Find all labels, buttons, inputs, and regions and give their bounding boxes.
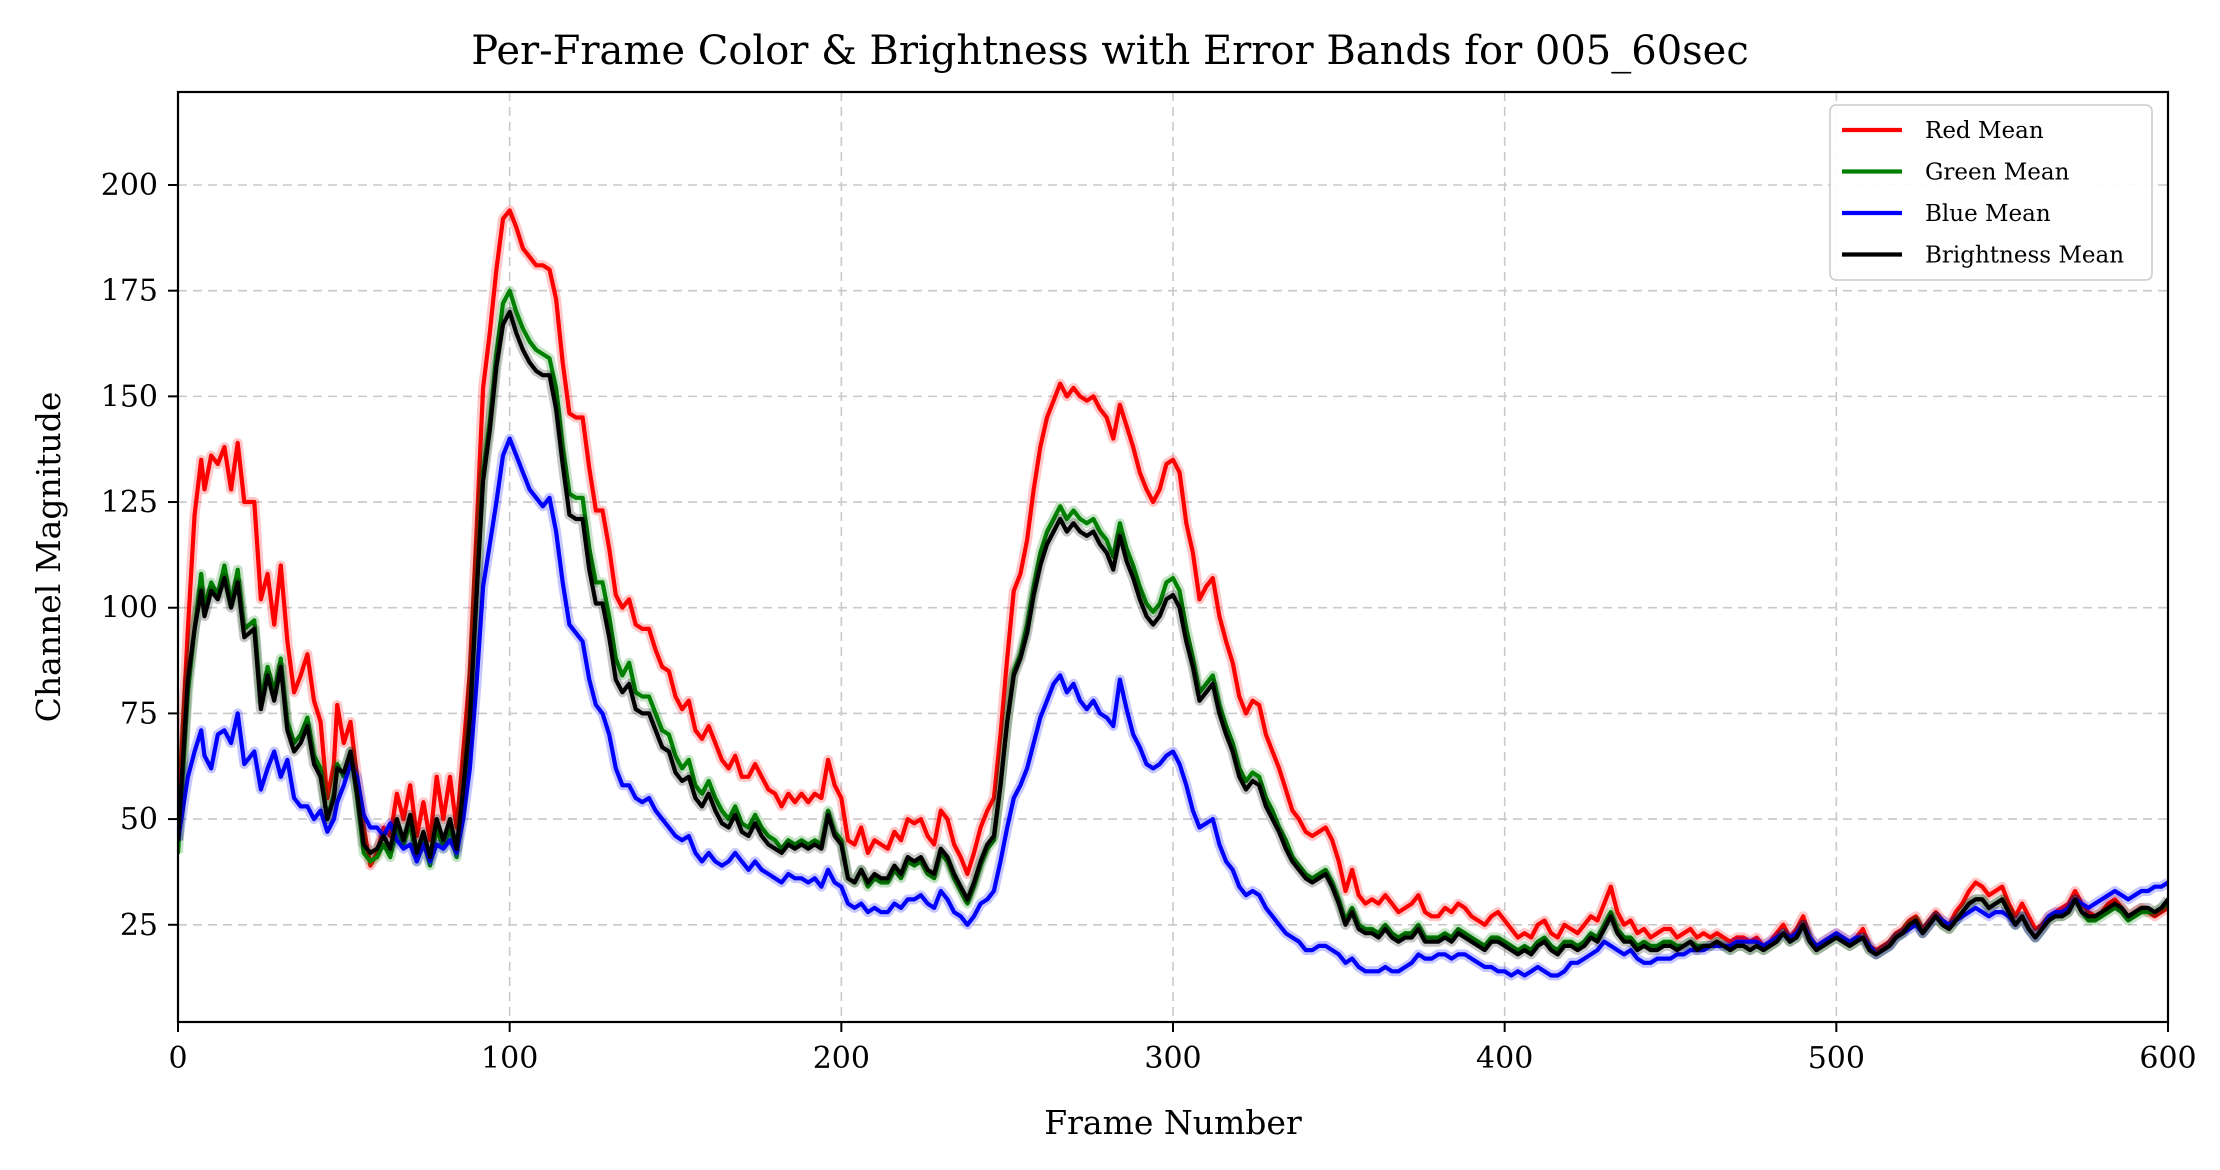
legend-item-blue-mean: Blue Mean — [1842, 201, 2051, 227]
legend-item-brightness-mean: Brightness Mean — [1842, 243, 2124, 269]
blue-mean-line — [178, 436, 2168, 978]
series-lines — [178, 205, 2168, 981]
legend: Red Mean Green Mean Blue Mean Brightness Me… — [1829, 104, 2153, 281]
y-tick-label: 175 — [101, 274, 158, 309]
legend-item-green-mean: Green Mean — [1842, 160, 2070, 186]
y-axis-label: Channel Magnitude — [29, 392, 68, 723]
legend-label: Brightness Mean — [1925, 243, 2124, 269]
x-tick-label: 0 — [168, 1041, 187, 1076]
x-tick-label: 400 — [1476, 1041, 1533, 1076]
x-axis-ticks: 0 100 200 300 400 500 600 — [168, 1022, 2197, 1076]
chart-title: Per-Frame Color & Brightness with Error … — [471, 28, 1749, 74]
legend-box — [1829, 104, 2153, 281]
y-tick-label: 150 — [101, 379, 158, 414]
x-tick-label: 200 — [813, 1041, 870, 1076]
legend-label: Blue Mean — [1925, 201, 2051, 227]
x-tick-label: 600 — [2139, 1041, 2196, 1076]
y-tick-label: 100 — [101, 591, 158, 626]
legend-label: Green Mean — [1925, 160, 2070, 186]
brightness-mean-line — [178, 309, 2168, 957]
x-tick-label: 100 — [481, 1041, 538, 1076]
x-tick-label: 500 — [1808, 1041, 1865, 1076]
x-axis-label: Frame Number — [1044, 1103, 1302, 1142]
y-tick-label: 125 — [101, 485, 158, 520]
y-tick-label: 50 — [120, 802, 158, 837]
y-axis-ticks: 25 50 75 100 125 150 175 200 — [101, 168, 178, 943]
y-tick-label: 75 — [120, 696, 158, 731]
y-tick-label: 200 — [101, 168, 158, 203]
x-tick-label: 300 — [1144, 1041, 1201, 1076]
legend-label: Red Mean — [1925, 118, 2044, 144]
y-tick-label: 25 — [120, 908, 158, 943]
legend-item-red-mean: Red Mean — [1842, 118, 2044, 144]
